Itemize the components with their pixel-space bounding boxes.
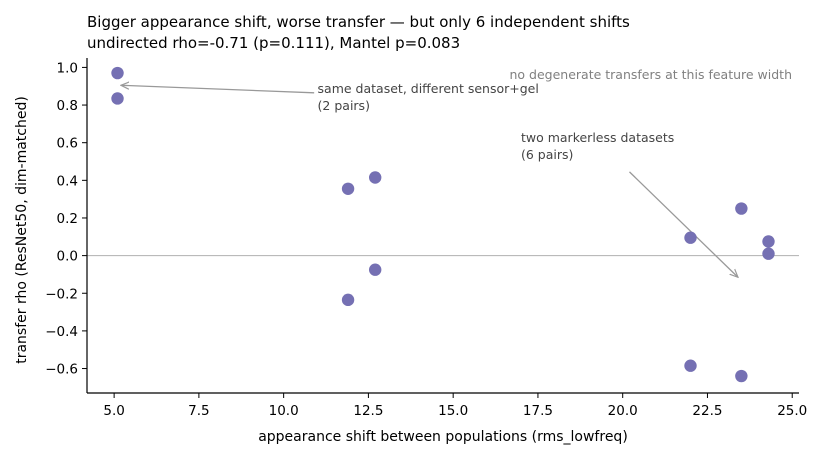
y-tick-label: −0.6 xyxy=(45,362,78,378)
annotation-arrow xyxy=(629,171,737,277)
data-point xyxy=(341,293,355,307)
chart-subtitle: undirected rho=-0.71 (p=0.111), Mantel p… xyxy=(87,34,460,52)
x-tick-label: 7.5 xyxy=(188,403,209,419)
y-tick-label: 0.2 xyxy=(57,211,78,227)
y-tick-label: 0.0 xyxy=(57,249,78,265)
y-tick-label: 0.6 xyxy=(57,136,78,152)
data-points xyxy=(111,66,775,383)
x-tick-label: 20.0 xyxy=(608,403,638,419)
x-tick-label: 12.5 xyxy=(353,403,383,419)
data-point xyxy=(735,202,748,215)
x-tick-label: 17.5 xyxy=(523,403,553,419)
data-point xyxy=(684,359,697,372)
x-tick-label: 5.0 xyxy=(103,403,124,419)
annotation-text: (2 pairs) xyxy=(318,98,370,113)
annotations: same dataset, different sensor+gel (2 pai… xyxy=(121,81,738,277)
chart-note: no degenerate transfers at this feature … xyxy=(510,67,793,82)
annotation-text: (6 pairs) xyxy=(521,147,573,162)
x-tick-label: 22.5 xyxy=(692,403,722,419)
y-axis-label: transfer rho (ResNet50, dim-matched) xyxy=(14,96,30,364)
data-point xyxy=(368,263,382,276)
data-point xyxy=(111,92,124,105)
annotation-arrow xyxy=(121,85,315,94)
y-tick-label: 0.4 xyxy=(57,173,78,189)
data-point xyxy=(762,247,775,260)
y-tick-label: 1.0 xyxy=(57,60,78,76)
data-point xyxy=(762,235,775,248)
data-point xyxy=(368,171,382,184)
data-point xyxy=(735,369,748,383)
chart-title: Bigger appearance shift, worse transfer … xyxy=(87,13,630,31)
annotation-text: same dataset, different sensor+gel xyxy=(318,81,539,96)
x-axis-label: appearance shift between populations (rm… xyxy=(258,429,628,445)
x-tick-label: 10.0 xyxy=(269,403,299,419)
y-tick-label: 0.8 xyxy=(57,98,78,114)
y-tick-label: −0.4 xyxy=(45,324,78,340)
x-tick-label: 15.0 xyxy=(438,403,468,419)
data-point xyxy=(111,66,124,80)
data-point xyxy=(684,231,697,244)
annotation-text: two markerless datasets xyxy=(521,130,674,145)
y-tick-label: −0.2 xyxy=(45,286,78,302)
y-axis-ticks: −0.6 −0.4 −0.2 0.0 0.2 0.4 0.6 0.8 1.0 xyxy=(45,60,87,378)
x-axis-ticks: 5.0 7.5 10.0 12.5 15.0 17.5 20.0 22.5 25.0 xyxy=(103,393,807,419)
x-tick-label: 25.0 xyxy=(777,403,807,419)
data-point xyxy=(341,182,355,196)
